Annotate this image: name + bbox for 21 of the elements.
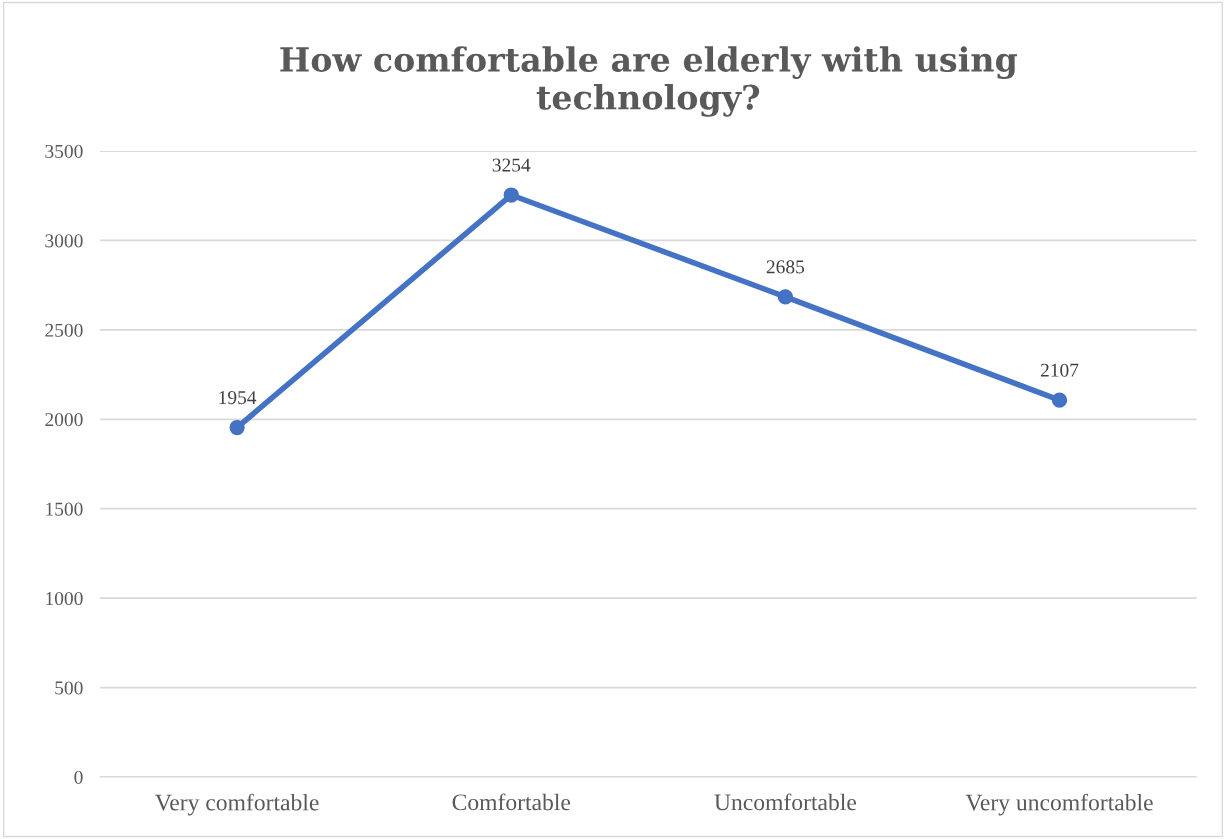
point — [1051, 392, 1068, 408]
x-tick-label: Very uncomfortable — [965, 793, 1153, 816]
y-tick-label: 3000 — [45, 234, 83, 248]
y-tick-label: 2500 — [45, 323, 83, 337]
data-label: 1954 — [219, 391, 257, 405]
y-tick-label: 3500 — [45, 144, 83, 158]
point — [777, 289, 794, 305]
y-tick-label: 2000 — [45, 413, 83, 427]
data-label: 2107 — [1040, 363, 1079, 377]
y-tick-label: 0 — [74, 770, 83, 784]
x-tick-label: Uncomfortable — [714, 793, 857, 811]
data-label: 2685 — [766, 260, 805, 274]
point — [229, 419, 245, 436]
point — [503, 187, 519, 203]
y-tick-label: 1500 — [46, 502, 83, 516]
chart-title: How comfortable are elderly with using technology? — [280, 46, 1018, 117]
x-tick-label: Comfortable — [452, 793, 571, 811]
y-tick-label: 1000 — [46, 591, 83, 606]
y-tick-label: 500 — [55, 681, 83, 695]
data-label: 3254 — [492, 158, 531, 172]
x-tick-label: Very comfortable — [155, 793, 319, 816]
